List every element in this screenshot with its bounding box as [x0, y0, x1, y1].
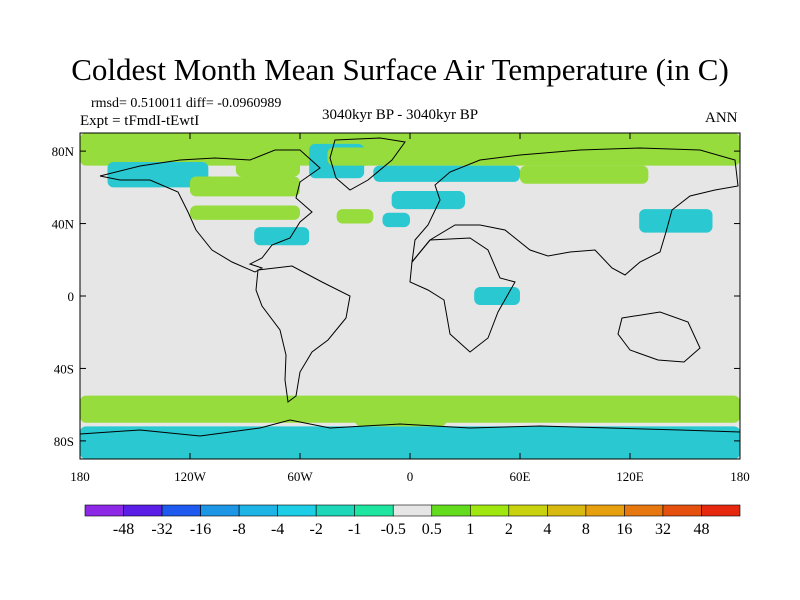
- colorbar-label: -8: [232, 521, 245, 538]
- y-tick-label: 40S: [54, 361, 74, 376]
- colorbar-swatch: [161, 504, 201, 517]
- anomaly-region-14: [639, 209, 713, 233]
- chart-title: Coldest Month Mean Surface Air Temperatu…: [71, 52, 729, 87]
- x-tick-label: 0: [407, 469, 414, 484]
- x-tick-label: 120E: [616, 469, 644, 484]
- colorbar-swatch: [392, 504, 433, 517]
- coastline-africa: [409, 237, 516, 353]
- anomaly-region-4: [235, 143, 300, 177]
- colorbar-swatch: [624, 504, 664, 517]
- colorbar-label: 48: [693, 521, 709, 538]
- colorbar-label: -2: [310, 521, 323, 538]
- coastline-greenland: [329, 137, 406, 191]
- colorbar-label: -48: [113, 521, 134, 538]
- anomaly-region-9: [190, 205, 300, 220]
- anomaly-region-13: [254, 227, 310, 246]
- colorbar-label: 16: [616, 521, 632, 538]
- anomaly-region-12: [382, 212, 410, 228]
- colorbar-label: -4: [271, 521, 284, 538]
- colorbar-swatch: [84, 504, 124, 517]
- anomaly-region-17: [80, 426, 740, 459]
- coastline-north-america: [99, 149, 321, 273]
- colorbar-swatch: [547, 504, 587, 517]
- y-tick-label: 80N: [52, 144, 75, 159]
- coastline-south-america: [255, 265, 351, 403]
- colorbar-swatch: [354, 504, 394, 517]
- colorbar-label: -0.5: [381, 521, 406, 538]
- x-tick-label: 180: [70, 469, 90, 484]
- colorbar-swatch: [431, 504, 471, 517]
- y-tick-label: 0: [68, 289, 75, 304]
- coastlines: [80, 137, 740, 437]
- colorbar-swatch: [277, 504, 317, 517]
- experiment-label: Expt = tFmdI-tEwtI: [80, 113, 200, 129]
- coastline-antarctica: [80, 419, 740, 437]
- x-tick-label: 60E: [510, 469, 531, 484]
- colorbar-swatch: [200, 504, 240, 517]
- colorbar-label: -16: [190, 521, 211, 538]
- rmsd-diff-stats: rmsd= 0.510011 diff= -0.0960989: [91, 96, 282, 111]
- colorbar: -48 -32 -16 -8 -4 -2 -1 -0.5 0.5 1 2 4 8 16 32 48: [84, 504, 741, 538]
- colorbar-swatch: [701, 504, 741, 517]
- colorbar-label: 0.5: [422, 521, 442, 538]
- colorbar-swatch: [662, 504, 702, 517]
- anomaly-region-3: [190, 176, 300, 197]
- y-tick-label: 40N: [52, 217, 75, 232]
- anomaly-region-8: [520, 165, 649, 184]
- colorbar-swatch: [238, 504, 278, 517]
- season-label: ANN: [705, 110, 738, 126]
- colorbar-label: 2: [505, 521, 513, 538]
- colorbar-label: -32: [151, 521, 172, 538]
- x-tick-label: 60W: [287, 469, 313, 484]
- colorbar-swatch: [585, 504, 625, 517]
- anomaly-region-7: [373, 165, 520, 182]
- anomaly-region-10: [336, 209, 374, 224]
- y-tick-label: 80S: [54, 434, 74, 449]
- anomaly-region-15: [474, 286, 520, 306]
- map-axes: 180 120W 60W 0 60E 120E 180 80N 40N 0 40S 80S: [52, 133, 750, 484]
- colorbar-swatch: [123, 504, 163, 517]
- colorbar-label: 4: [543, 521, 551, 538]
- coastline-eurasia: [411, 147, 739, 276]
- colorbar-label: -1: [348, 521, 361, 538]
- anomaly-region-18: [355, 408, 447, 427]
- x-tick-label: 180: [730, 469, 750, 484]
- colorbar-swatch: [508, 504, 548, 517]
- colorbar-swatch: [315, 504, 356, 517]
- colorbar-label: 1: [466, 521, 474, 538]
- anomaly-regions: [80, 133, 740, 459]
- x-tick-label: 120W: [174, 469, 207, 484]
- time-period-label: 3040kyr BP - 3040kyr BP: [322, 107, 479, 123]
- colorbar-swatch: [469, 504, 510, 517]
- coastline-australia: [617, 311, 701, 363]
- colorbar-label: 32: [655, 521, 671, 538]
- colorbar-label: 8: [582, 521, 590, 538]
- anomaly-region-11: [391, 190, 465, 210]
- anomaly-region-6: [327, 147, 374, 166]
